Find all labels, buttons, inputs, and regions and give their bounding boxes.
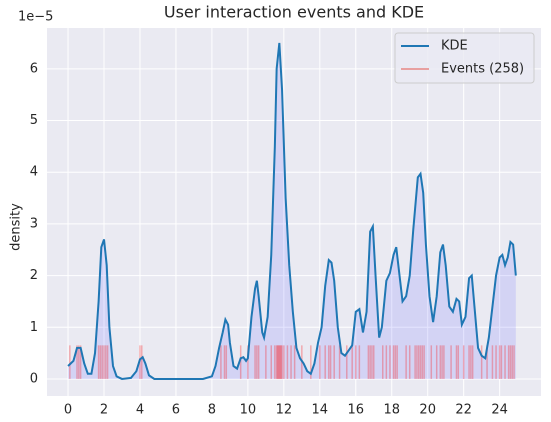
x-tick-label: 12 — [276, 403, 293, 418]
y-tick-label: 2 — [30, 268, 38, 283]
chart-title: User interaction events and KDE — [164, 3, 424, 22]
y-tick-label: 3 — [30, 216, 38, 231]
legend-box — [394, 32, 535, 84]
legend: KDE Events (258) — [394, 32, 535, 84]
legend-label: KDE — [441, 39, 468, 54]
x-tick-label: 2 — [100, 403, 108, 418]
x-tick-label: 16 — [347, 403, 364, 418]
x-tick-label: 0 — [64, 403, 72, 418]
x-tick-label: 10 — [240, 403, 257, 418]
x-tick-label: 8 — [208, 403, 216, 418]
y-axis-label: density — [9, 203, 24, 251]
x-tick-label: 4 — [136, 403, 144, 418]
y-tick-label: 0 — [30, 371, 38, 386]
y-tick-label: 6 — [30, 61, 38, 76]
y-tick-label: 4 — [30, 165, 38, 180]
plot-area — [47, 28, 541, 396]
kde-line — [67, 42, 517, 380]
x-tick-label: 6 — [172, 403, 180, 418]
x-tick-label: 24 — [491, 403, 508, 418]
y-tick-label: 1 — [30, 320, 38, 335]
y-tick-label: 5 — [30, 113, 38, 128]
legend-label: Events (258) — [441, 62, 524, 77]
x-tick-label: 20 — [419, 403, 436, 418]
x-tick-label: 18 — [383, 403, 400, 418]
x-tick-label: 14 — [312, 403, 329, 418]
y-offset-label: 1e−5 — [18, 10, 53, 25]
data — [67, 42, 517, 380]
x-tick-label: 22 — [455, 403, 472, 418]
